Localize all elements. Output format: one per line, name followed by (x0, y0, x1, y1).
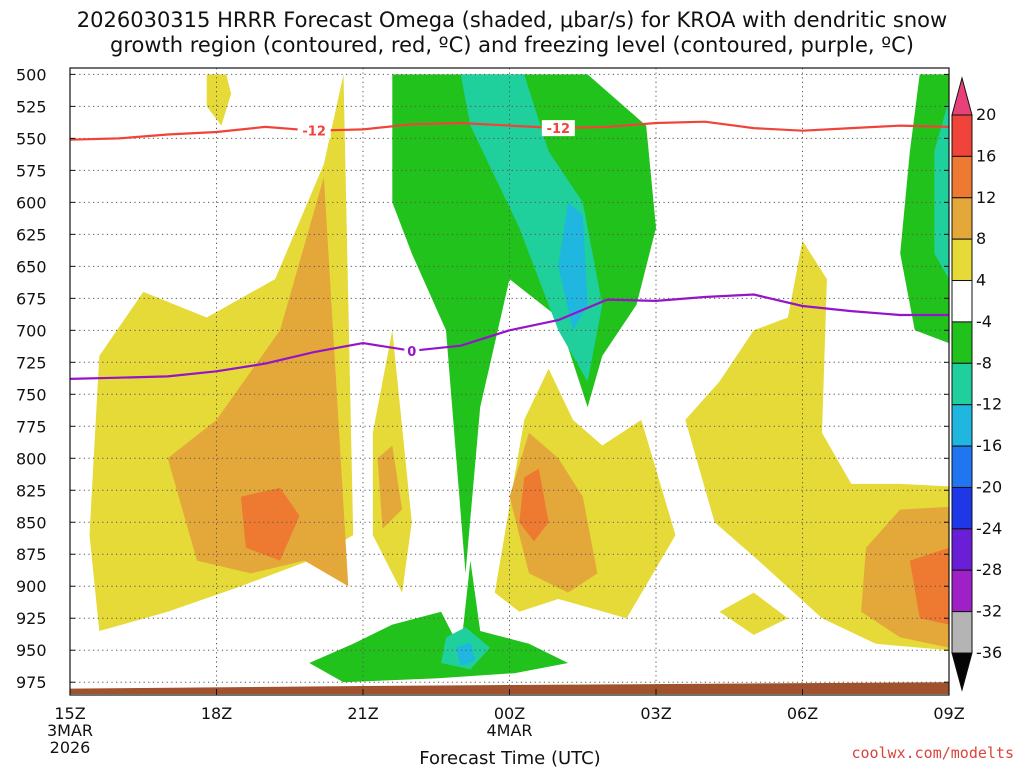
colorbar-label-5: -4 (976, 312, 992, 331)
dgz-contour-line-label-1: -12 (547, 122, 571, 137)
terrain-fill (70, 682, 949, 694)
x-sublabel-year-2026: 2026 (50, 738, 91, 757)
y-tick-label-550: 550 (16, 129, 47, 148)
y-tick-label-900: 900 (16, 577, 47, 596)
dgz-contour-line-label-bg-0 (297, 122, 331, 139)
y-tick-label-700: 700 (16, 321, 47, 340)
x-tick-label-06Z: 06Z (787, 704, 818, 723)
y-tick-label-825: 825 (16, 481, 47, 500)
colorbar-label-7: -12 (976, 395, 1002, 414)
colorbar-label-0: 20 (976, 105, 996, 124)
colorbar-label-12: -32 (976, 602, 1002, 621)
colorbar-top-arrow (951, 76, 973, 116)
y-tick-label-725: 725 (16, 353, 47, 372)
x-tick-label-21Z: 21Z (347, 704, 378, 723)
y-axis-ticks: 500 525 550 575 600 625 650 675 700 725 750 775 800 8… (16, 65, 949, 692)
colorbar-label-4: 4 (976, 271, 986, 290)
y-tick-label-575: 575 (16, 161, 47, 180)
colorbar-label-13: -36 (976, 643, 1002, 662)
dgz-contour-line-label-0: -12 (302, 125, 326, 140)
y-tick-label-675: 675 (16, 289, 47, 308)
omega-region-g4-13 (392, 74, 656, 574)
grid-lines (70, 68, 949, 695)
y-tick-label-750: 750 (16, 385, 47, 404)
x-sublabel-date-3MAR: 3MAR (47, 721, 93, 740)
freezing-level-line-label-0: 0 (407, 345, 416, 360)
omega-region-w8-5 (377, 445, 403, 529)
x-axis-label: Forecast Time (UTC) (419, 748, 600, 768)
colorbar-swatch-4 (951, 238, 973, 282)
omega-region-w8-7 (509, 432, 598, 593)
colorbar-swatch-5 (951, 280, 973, 323)
y-tick-label-850: 850 (16, 513, 47, 532)
omega-region-w12-2 (240, 487, 300, 561)
colorbar-swatch-3 (951, 197, 973, 240)
y-tick-label-775: 775 (16, 417, 47, 436)
y-tick-label-650: 650 (16, 257, 47, 276)
omega-region-w12-11 (909, 547, 949, 625)
chart-title-line1: 2026030315 HRRR Forecast Omega (shaded, … (77, 8, 947, 32)
colorbar-label-6: -8 (976, 353, 992, 372)
dgz-contour-line (69, 120, 950, 141)
colorbar-swatch-12 (951, 569, 973, 613)
y-tick-label-600: 600 (16, 193, 47, 212)
colorbar-label-8: -16 (976, 436, 1002, 455)
colorbar-label-11: -28 (976, 560, 1002, 579)
colorbar-label-1: 16 (976, 146, 996, 165)
y-tick-label-975: 975 (16, 673, 47, 692)
colorbar-swatch-2 (951, 155, 973, 199)
colorbar-swatch-13 (951, 611, 973, 654)
omega-region-g4-16 (309, 560, 569, 683)
x-tick-label-15Z: 15Z (54, 704, 85, 723)
omega-region-w8-1 (167, 176, 349, 587)
colorbar-label-9: -20 (976, 477, 1002, 496)
x-tick-label-18Z: 18Z (201, 704, 232, 723)
colorbar-swatch-9 (951, 445, 973, 488)
x-tick-label-00Z: 00Z (494, 704, 525, 723)
colorbar-swatch-10 (951, 486, 973, 530)
colorbar-swatch-8 (951, 404, 973, 447)
colorbar-swatch-1 (951, 114, 973, 157)
omega-shading (89, 74, 949, 683)
y-tick-label-950: 950 (16, 641, 47, 660)
colorbar-swatch-7 (951, 362, 973, 406)
y-tick-label-875: 875 (16, 545, 47, 564)
x-tick-label-03Z: 03Z (640, 704, 671, 723)
freezing-level-line (69, 293, 949, 380)
omega-region-w12-8 (519, 468, 549, 542)
colorbar-swatch-11 (951, 528, 973, 571)
colorbar-swatch-6 (951, 321, 973, 364)
freezing-level-line-label-bg-0 (404, 342, 420, 359)
omega-region-g12-18 (455, 642, 476, 666)
colorbar-bottom-arrow (951, 652, 973, 692)
omega-region-g4-19 (900, 74, 949, 344)
y-tick-label-800: 800 (16, 449, 47, 468)
dgz-contour-line-label-bg-1 (541, 120, 575, 137)
omega-region-w4-12 (719, 592, 788, 635)
omega-region-w4-3 (206, 74, 232, 126)
y-tick-label-625: 625 (16, 225, 47, 244)
omega-region-g8-14 (460, 74, 603, 382)
colorbar-label-2: 12 (976, 188, 996, 207)
terrain-area (70, 682, 949, 694)
x-tick-label-09Z: 09Z (933, 704, 964, 723)
colorbar-label-10: -24 (976, 519, 1002, 538)
credit-text: coolwx.com/modelts (851, 744, 1014, 762)
omega-region-g12-15 (558, 202, 588, 331)
colorbar: 20 16 12 8 4 -4 -8 -12 -16 -20 -24 -28 -32 -36 (951, 76, 1002, 692)
colorbar-label-3: 8 (976, 229, 986, 248)
x-sublabel-date-4MAR: 4MAR (486, 721, 532, 740)
y-tick-label-500: 500 (16, 65, 47, 84)
y-tick-label-925: 925 (16, 609, 47, 628)
chart-title-line2: growth region (contoured, red, ºC) and f… (110, 33, 914, 57)
contour-lines: -12 -12 0 (69, 120, 950, 380)
y-tick-label-525: 525 (16, 97, 47, 116)
